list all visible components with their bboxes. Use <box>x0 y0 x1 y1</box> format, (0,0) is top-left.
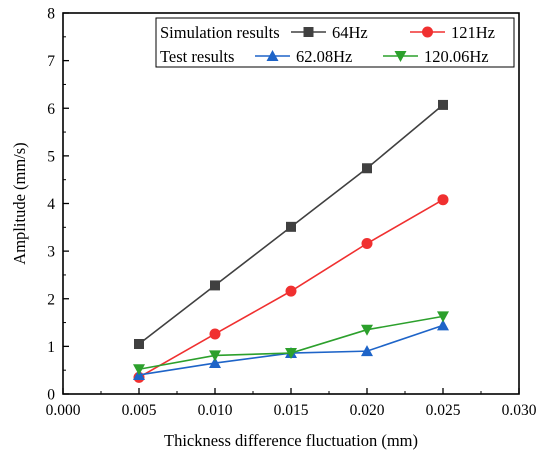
y-tick-label: 6 <box>47 101 55 118</box>
x-tick-label: 0.000 <box>46 402 81 419</box>
y-tick-label: 7 <box>47 53 55 70</box>
legend-group-label-simulation: Simulation results <box>160 23 280 42</box>
data-point-62-08hz <box>209 357 221 369</box>
legend-box <box>155 17 515 68</box>
data-point-120-06hz <box>437 311 449 323</box>
series-line-120-06hz <box>138 315 444 371</box>
y-tick-label: 1 <box>47 339 55 356</box>
legend-item-62-08hz: 62.08Hz <box>255 47 352 66</box>
y-axis-title: Amplitude (mm/s) <box>10 142 29 264</box>
data-point-64hz <box>438 99 448 110</box>
y-tick-label: 5 <box>47 148 55 165</box>
y-tick-label: 2 <box>47 291 55 308</box>
y-tick-labels: 0 1 2 3 4 5 6 7 8 <box>47 6 55 404</box>
x-tick-label: 0.005 <box>122 402 157 419</box>
data-point-62-08hz <box>437 319 449 331</box>
tick-marks-layer <box>62 12 520 395</box>
x-axis-title: Thickness difference fluctuation (mm) <box>164 431 418 450</box>
data-point-120-06hz <box>133 364 145 376</box>
x-tick-label: 0.025 <box>426 402 461 419</box>
data-point-64hz <box>362 163 372 174</box>
legend-marker-121hz <box>422 26 433 38</box>
data-point-120-06hz <box>285 348 297 360</box>
data-point-121hz <box>209 328 221 340</box>
data-point-120-06hz <box>209 350 221 362</box>
data-point-121hz <box>437 194 449 206</box>
series-120-06hz <box>133 311 449 376</box>
data-point-121hz <box>285 285 297 297</box>
y-tick-label: 8 <box>47 6 55 23</box>
data-point-64hz <box>134 338 144 349</box>
legend-group-label-test: Test results <box>160 47 234 66</box>
legend-label-121hz: 121Hz <box>451 23 495 42</box>
legend-label-62-08hz: 62.08Hz <box>296 47 352 66</box>
legend-item-64hz: 64Hz <box>291 23 368 42</box>
data-point-120-06hz <box>361 324 373 336</box>
data-point-62-08hz <box>361 345 373 357</box>
legend-marker-120-06hz <box>394 51 407 62</box>
x-tick-label: 0.010 <box>198 402 233 419</box>
data-point-64hz <box>210 280 220 291</box>
y-tick-label: 3 <box>47 244 55 261</box>
data-point-121hz <box>361 238 373 250</box>
legend-items: 64Hz 121Hz 62.08Hz 120.06Hz <box>255 23 495 66</box>
y-tick-label: 0 <box>47 387 55 404</box>
legend-item-121hz: 121Hz <box>410 23 495 42</box>
x-tick-label: 0.015 <box>274 402 309 419</box>
legend-label-64hz: 64Hz <box>332 23 368 42</box>
legend-marker-62-08hz <box>266 50 279 61</box>
legend-item-120-06hz: 120.06Hz <box>383 47 489 66</box>
series-layer <box>133 99 449 383</box>
legend-label-120-06hz: 120.06Hz <box>424 47 489 66</box>
x-tick-label: 0.030 <box>502 402 537 419</box>
series-64hz <box>134 99 448 349</box>
y-tick-label: 4 <box>47 196 55 213</box>
x-tick-labels: 0.000 0.005 0.010 0.015 0.020 0.025 0.030 <box>46 402 537 419</box>
x-tick-label: 0.020 <box>350 402 385 419</box>
legend-marker-64hz <box>303 27 314 37</box>
series-121hz <box>133 194 449 383</box>
legend: Simulation results Test results 64Hz 121H… <box>155 17 515 68</box>
data-point-64hz <box>286 221 296 232</box>
plot-frame <box>62 12 520 395</box>
